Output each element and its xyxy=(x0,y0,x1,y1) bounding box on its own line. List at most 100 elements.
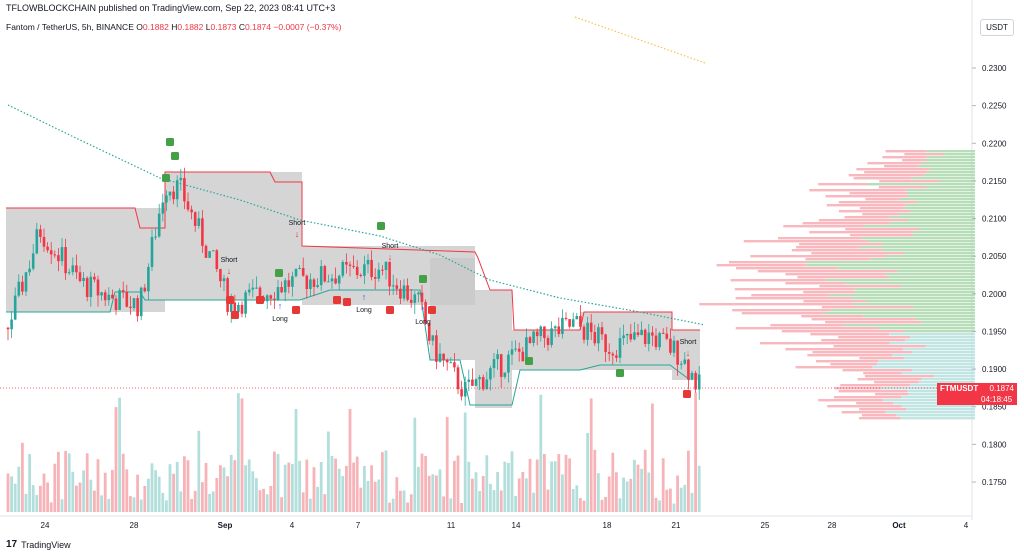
symbol-label[interactable]: Fantom / TetherUS, 5h, BINANCE xyxy=(6,22,134,32)
candle-body xyxy=(107,294,111,301)
volume-bar xyxy=(71,471,75,512)
time-tick-label: 28 xyxy=(130,521,139,530)
candle-body xyxy=(391,285,395,287)
candle-body xyxy=(67,272,71,274)
volume-bar xyxy=(532,492,535,512)
ohlc-legend: Fantom / TetherUS, 5h, BINANCE O0.1882 H… xyxy=(6,22,341,32)
volume-bar xyxy=(323,494,327,512)
profile-bar-sell xyxy=(809,189,907,192)
candle-body xyxy=(125,291,129,307)
volume-bar xyxy=(49,502,53,512)
volume-bar xyxy=(435,475,438,512)
tradingview-footer[interactable]: 17 TradingView xyxy=(6,539,71,550)
volume-bar xyxy=(683,484,687,512)
sell-signal-icon xyxy=(231,311,239,319)
profile-bar-buy xyxy=(893,402,975,405)
volume-bars xyxy=(6,392,701,512)
volume-bar xyxy=(251,471,255,512)
profile-bar-buy xyxy=(911,231,975,234)
volume-bar xyxy=(651,403,654,512)
resistance-dotted-line xyxy=(574,16,706,64)
profile-bar-buy xyxy=(906,189,975,192)
profile-bar-sell xyxy=(818,219,908,222)
volume-bar xyxy=(586,432,589,512)
volume-bar xyxy=(161,492,165,512)
candle-body xyxy=(60,247,64,262)
buy-signal-icon xyxy=(525,357,533,365)
candle-body xyxy=(553,326,557,329)
candle-body xyxy=(305,275,309,290)
profile-bar-buy xyxy=(900,285,975,288)
volume-bar xyxy=(226,476,229,512)
volume-bar xyxy=(219,465,222,512)
profile-bar-buy xyxy=(903,357,975,360)
volume-bar xyxy=(262,488,265,512)
candle-body xyxy=(373,277,377,279)
profile-bar-buy xyxy=(901,405,975,408)
profile-bar-buy xyxy=(859,246,975,249)
profile-bar-buy xyxy=(888,216,975,219)
volume-bar xyxy=(373,481,377,512)
profile-bar-sell xyxy=(785,348,903,351)
volume-bar xyxy=(255,478,258,512)
volume-bar xyxy=(24,493,28,512)
volume-bar xyxy=(309,498,312,512)
candle-body xyxy=(676,340,679,365)
volume-bar xyxy=(643,449,647,512)
profile-bar-sell xyxy=(878,186,927,189)
volume-bar xyxy=(265,494,269,512)
volume-bar xyxy=(319,462,323,512)
range-boxes xyxy=(6,171,700,408)
volume-bar xyxy=(377,479,381,512)
time-tick-label: 25 xyxy=(761,521,770,530)
profile-bar-buy xyxy=(913,234,975,237)
volume-bar xyxy=(147,478,150,512)
volume-bar xyxy=(229,454,233,512)
candle-body xyxy=(478,377,481,380)
candle-body xyxy=(445,359,449,363)
volume-bar xyxy=(575,485,579,512)
profile-bar-buy xyxy=(882,399,975,402)
price-axis[interactable]: 0.2300 0.2250 0.2200 0.2150 0.2100 0.2050 0.20… xyxy=(972,64,1007,487)
time-tick-label: 28 xyxy=(828,521,837,530)
currency-button[interactable]: USDT xyxy=(980,19,1014,36)
time-tick-label: 7 xyxy=(356,521,361,530)
profile-bar-buy xyxy=(885,411,975,414)
profile-bar-sell xyxy=(864,375,934,378)
volume-bar xyxy=(553,461,557,512)
profile-bar-sell xyxy=(859,207,904,210)
profile-bar-buy xyxy=(889,342,975,345)
profile-bar-buy xyxy=(891,354,975,357)
volume-bar xyxy=(31,485,35,512)
profile-bar-buy xyxy=(903,330,975,333)
candle-body xyxy=(517,348,521,352)
candle-body xyxy=(525,337,528,362)
volume-bar xyxy=(687,450,690,512)
candle-body xyxy=(694,372,697,390)
volume-bar xyxy=(82,470,85,512)
candle-body xyxy=(28,268,31,273)
candle-body xyxy=(568,319,571,327)
candle-body xyxy=(10,319,13,330)
time-axis[interactable]: 24 28 Sep 4 7 11 14 18 21 25 28 Oct 4 xyxy=(41,521,969,530)
candle-body xyxy=(175,180,179,200)
candle-body xyxy=(78,272,82,282)
profile-bar-sell xyxy=(862,213,899,216)
profile-bar-buy xyxy=(913,306,975,309)
volume-bar xyxy=(600,499,604,512)
high-label: H xyxy=(171,22,178,32)
volume-bar xyxy=(388,502,391,512)
candle-body xyxy=(604,334,607,353)
candle-body xyxy=(291,276,294,287)
profile-bar-sell xyxy=(844,216,889,219)
candle-body xyxy=(352,265,355,267)
volume-bar xyxy=(341,475,345,512)
profile-bar-buy xyxy=(852,303,975,306)
profile-bar-buy xyxy=(855,291,975,294)
profile-bar-buy xyxy=(828,294,975,297)
volume-bar xyxy=(352,462,355,512)
volume-bar xyxy=(103,472,107,512)
candle-body xyxy=(312,279,316,287)
volume-bar xyxy=(676,475,679,512)
